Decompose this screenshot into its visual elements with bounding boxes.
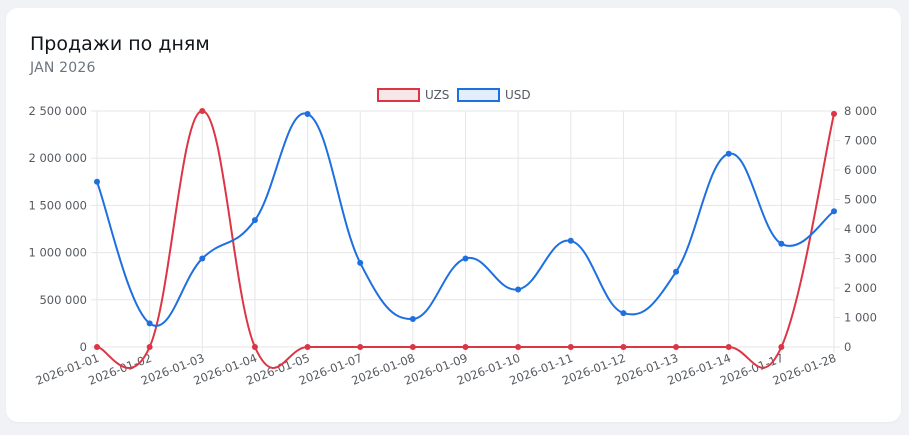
legend-label-usd[interactable]: USD xyxy=(505,88,531,102)
data-point-usd[interactable] xyxy=(146,320,153,327)
data-point-uzs[interactable] xyxy=(409,344,416,350)
data-point-uzs[interactable] xyxy=(515,344,522,350)
y-left-tick-label: 1 500 000 xyxy=(28,198,87,212)
data-point-usd[interactable] xyxy=(199,255,206,262)
data-point-usd[interactable] xyxy=(462,255,469,262)
y-left-tick-label: 2 500 000 xyxy=(28,104,87,118)
data-point-usd[interactable] xyxy=(251,217,258,224)
y-right-tick-label: 8 000 xyxy=(844,104,877,118)
data-point-uzs[interactable] xyxy=(673,344,680,350)
data-point-uzs[interactable] xyxy=(146,344,153,350)
data-point-uzs[interactable] xyxy=(567,344,574,350)
data-point-uzs[interactable] xyxy=(357,344,364,350)
y-right-tick-label: 6 000 xyxy=(844,163,877,177)
series-line-uzs xyxy=(96,110,835,369)
legend-swatch-uzs[interactable] xyxy=(377,88,420,102)
legend-label-uzs[interactable]: UZS xyxy=(425,88,449,102)
data-point-usd[interactable] xyxy=(620,310,627,317)
y-right-tick-label: 7 000 xyxy=(844,134,877,148)
data-point-usd[interactable] xyxy=(673,268,680,275)
y-right-tick-label: 0 xyxy=(844,340,851,354)
data-point-usd[interactable] xyxy=(94,178,100,185)
data-point-usd[interactable] xyxy=(567,237,574,244)
data-point-uzs[interactable] xyxy=(251,344,258,350)
y-left-tick-label: 1 000 000 xyxy=(28,246,87,260)
data-point-usd[interactable] xyxy=(515,286,522,293)
y-right-tick-label: 4 000 xyxy=(844,222,877,236)
y-left-tick-label: 500 000 xyxy=(39,293,87,307)
data-point-uzs[interactable] xyxy=(831,110,837,117)
y-right-tick-label: 2 000 xyxy=(844,281,877,295)
chart-subtitle: JAN 2026 xyxy=(30,60,96,76)
data-point-uzs[interactable] xyxy=(199,108,206,114)
data-point-uzs[interactable] xyxy=(725,344,732,350)
y-left-tick-label: 0 xyxy=(80,340,87,354)
data-point-usd[interactable] xyxy=(304,110,311,117)
data-point-uzs[interactable] xyxy=(304,344,311,350)
y-right-tick-label: 5 000 xyxy=(844,193,877,207)
data-point-usd[interactable] xyxy=(831,208,837,215)
data-point-uzs[interactable] xyxy=(94,344,100,350)
y-right-tick-label: 1 000 xyxy=(844,311,877,325)
chart-title: Продажи по дням xyxy=(30,33,210,55)
chart-card: Продажи по дням JAN 2026 xyxy=(6,8,901,422)
y-right-tick-label: 3 000 xyxy=(844,252,877,266)
data-point-usd[interactable] xyxy=(778,240,785,247)
data-point-uzs[interactable] xyxy=(620,344,627,350)
y-left-tick-label: 2 000 000 xyxy=(28,151,87,165)
data-point-uzs[interactable] xyxy=(778,344,785,350)
data-point-usd[interactable] xyxy=(357,259,364,266)
data-point-usd[interactable] xyxy=(725,150,732,157)
legend-swatch-usd[interactable] xyxy=(457,88,500,102)
data-point-uzs[interactable] xyxy=(462,344,469,350)
series-line-usd xyxy=(96,112,835,327)
data-point-usd[interactable] xyxy=(409,315,416,322)
